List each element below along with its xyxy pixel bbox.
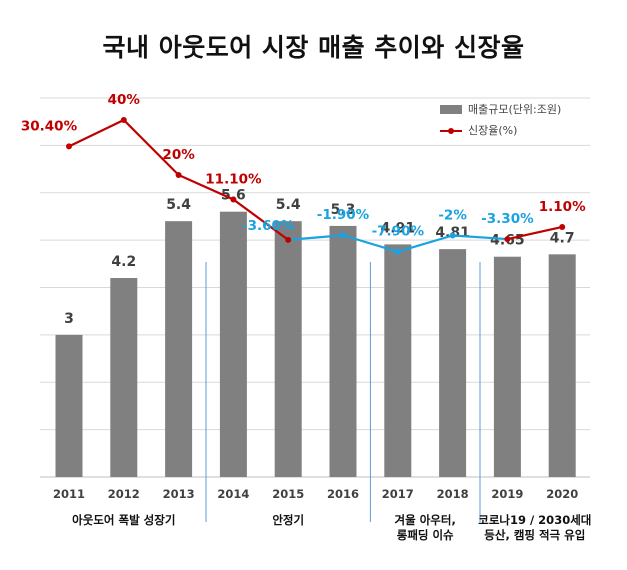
growth-value-label: -2% <box>438 208 467 224</box>
x-tick-label: 2015 <box>272 487 304 501</box>
growth-value-label: -7.90% <box>372 224 425 240</box>
bar <box>274 221 302 477</box>
growth-point <box>285 236 292 243</box>
bar-value-label: 4.2 <box>111 254 136 270</box>
bar <box>548 254 576 477</box>
bar <box>165 221 193 477</box>
legend-label-growth: 신장율(%) <box>468 124 518 137</box>
legend-line-swatch <box>440 126 462 135</box>
x-tick-label: 2019 <box>491 487 523 501</box>
x-tick-label: 2016 <box>327 487 359 501</box>
growth-point <box>340 232 346 239</box>
bar <box>55 334 83 477</box>
chart-title: 국내 아웃도어 시장 매출 추이와 신장율 <box>102 33 525 62</box>
x-tick-label: 2013 <box>163 487 195 501</box>
x-tick-label: 2017 <box>382 487 414 501</box>
bar <box>219 211 247 477</box>
growth-point <box>394 248 401 255</box>
growth-value-label: 11.10% <box>205 171 262 187</box>
bar <box>329 225 357 477</box>
growth-point <box>175 172 182 178</box>
bar <box>110 278 138 477</box>
legend-label-sales: 매출규모(단위:조원) <box>468 103 562 116</box>
period-label-line: 아웃도어 폭발 성장기 <box>72 513 176 527</box>
period-label-line: 겨울 아우터, <box>394 513 456 527</box>
growth-point <box>559 223 566 230</box>
bar <box>384 244 412 477</box>
bar <box>493 256 521 477</box>
period-label-line: 코로나19 / 2030세대 <box>478 513 592 527</box>
x-tick-label: 2011 <box>53 487 85 501</box>
period-label-longpadding: 겨울 아우터, 롱패딩 이슈 <box>335 513 515 543</box>
legend-item-growth: 신장율(%) <box>440 122 517 138</box>
x-tick-label: 2014 <box>217 487 249 501</box>
growth-point <box>120 117 127 123</box>
period-label-line: 안정기 <box>272 513 305 527</box>
growth-point <box>449 232 456 239</box>
period-label-line: 등산, 캠핑 적극 유입 <box>484 528 586 542</box>
growth-value-label: -3.60% <box>242 218 295 234</box>
bar-value-label: 5.3 <box>331 202 356 218</box>
period-label-line: 롱패딩 이슈 <box>396 528 454 542</box>
bar-value-label: 4.91 <box>381 220 416 236</box>
bar-value-label: 5.4 <box>166 197 191 213</box>
growth-value-label: 1.10% <box>539 199 586 215</box>
period-label-growth: 아웃도어 폭발 성장기 <box>34 513 214 528</box>
growth-line-red-end <box>507 225 563 241</box>
bar <box>439 249 467 477</box>
growth-point <box>504 236 511 243</box>
growth-value-label: -3.30% <box>481 211 534 227</box>
bar-value-label: 5.6 <box>221 188 246 204</box>
x-tick-label: 2020 <box>546 487 578 501</box>
growth-value-label: -1.90% <box>317 207 370 223</box>
x-tick-label: 2018 <box>437 487 469 501</box>
growth-value-label: 20% <box>162 147 195 163</box>
growth-point <box>66 143 72 150</box>
growth-value-label: 30.40% <box>21 118 78 134</box>
x-tick-label: 2012 <box>108 487 140 501</box>
growth-value-label: 40% <box>108 92 141 108</box>
bar-value-label: 5.4 <box>276 197 301 213</box>
legend-item-sales: 매출규모(단위:조원) <box>440 101 561 117</box>
bar-value-label: 4.7 <box>550 230 575 246</box>
growth-point <box>230 196 237 203</box>
legend-bar-swatch <box>440 104 462 114</box>
bar-value-label: 3 <box>64 311 74 327</box>
period-label-stable: 안정기 <box>198 513 378 528</box>
period-label-covid: 코로나19 / 2030세대 등산, 캠핑 적극 유입 <box>445 513 625 543</box>
